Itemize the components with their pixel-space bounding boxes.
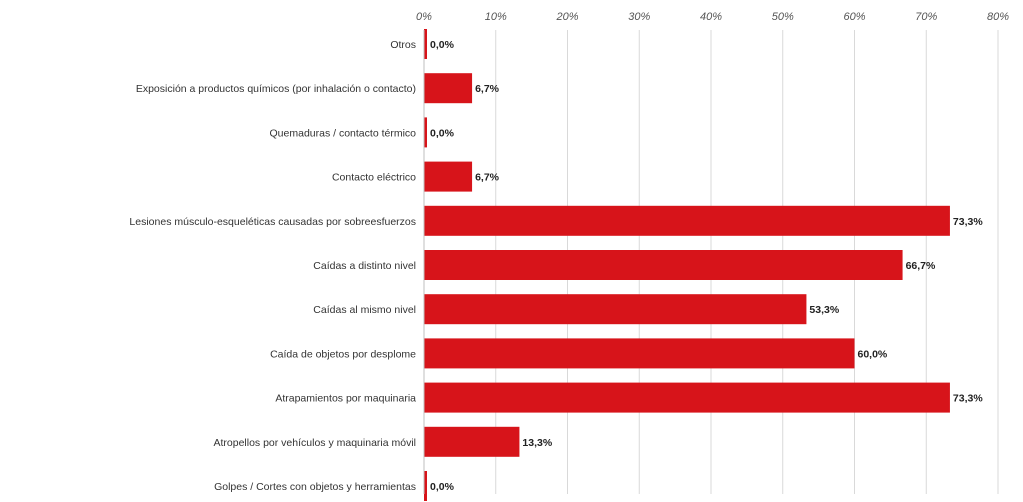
x-tick-label: 20% bbox=[555, 11, 578, 23]
x-tick-label: 50% bbox=[772, 11, 794, 23]
bar bbox=[424, 161, 473, 192]
category-label: Quemaduras / contacto térmico bbox=[270, 127, 417, 139]
category-label: Golpes / Cortes con objetos y herramient… bbox=[214, 481, 416, 493]
bars bbox=[424, 29, 950, 501]
category-label: Atrapamientos por maquinaria bbox=[275, 393, 416, 405]
data-label: 0,0% bbox=[430, 481, 455, 493]
bar bbox=[424, 382, 950, 413]
x-tick-label: 70% bbox=[915, 11, 937, 23]
value-labels: 0,0% 6,7% 0,0% 6,7% 73,3% 66,7% 53,3% 60,0% 73,3… bbox=[430, 39, 983, 493]
bar bbox=[424, 29, 427, 59]
bar bbox=[424, 426, 520, 457]
x-tick-label: 10% bbox=[485, 11, 507, 23]
bar bbox=[424, 294, 807, 325]
x-axis-ticks: 0% 10% 20% 30% 40% 50% 60% 70% 80% bbox=[416, 11, 1009, 23]
category-labels: Otros Exposición a productos químicos (po… bbox=[129, 39, 416, 493]
data-label: 0,0% bbox=[430, 127, 455, 139]
category-label: Caídas al mismo nivel bbox=[313, 304, 416, 316]
data-label: 13,3% bbox=[522, 437, 552, 449]
category-label: Lesiones músculo-esqueléticas causadas p… bbox=[129, 216, 416, 228]
data-label: 6,7% bbox=[475, 83, 500, 95]
data-label: 73,3% bbox=[953, 216, 983, 228]
category-label: Contacto eléctrico bbox=[332, 172, 416, 184]
data-label: 6,7% bbox=[475, 172, 500, 184]
x-tick-label: 30% bbox=[628, 11, 650, 23]
bar bbox=[424, 471, 427, 501]
x-tick-label: 60% bbox=[843, 11, 865, 23]
category-label: Caída de objetos por desplome bbox=[270, 348, 416, 360]
x-tick-label: 0% bbox=[416, 11, 432, 23]
category-label: Atropellos por vehículos y maquinaria mó… bbox=[213, 437, 416, 449]
category-label: Exposición a productos químicos (por inh… bbox=[136, 83, 416, 95]
category-label: Otros bbox=[390, 39, 416, 51]
category-label: Caídas a distinto nivel bbox=[313, 260, 416, 272]
data-label: 66,7% bbox=[906, 260, 936, 272]
data-label: 0,0% bbox=[430, 39, 455, 51]
bar bbox=[424, 338, 855, 369]
bar bbox=[424, 73, 473, 104]
bar bbox=[424, 205, 950, 236]
data-label: 60,0% bbox=[858, 348, 888, 360]
bar bbox=[424, 250, 903, 280]
x-tick-label: 40% bbox=[700, 11, 722, 23]
x-tick-label: 80% bbox=[987, 11, 1009, 23]
bar bbox=[424, 117, 427, 148]
data-label: 73,3% bbox=[953, 393, 983, 405]
data-label: 53,3% bbox=[809, 304, 839, 316]
